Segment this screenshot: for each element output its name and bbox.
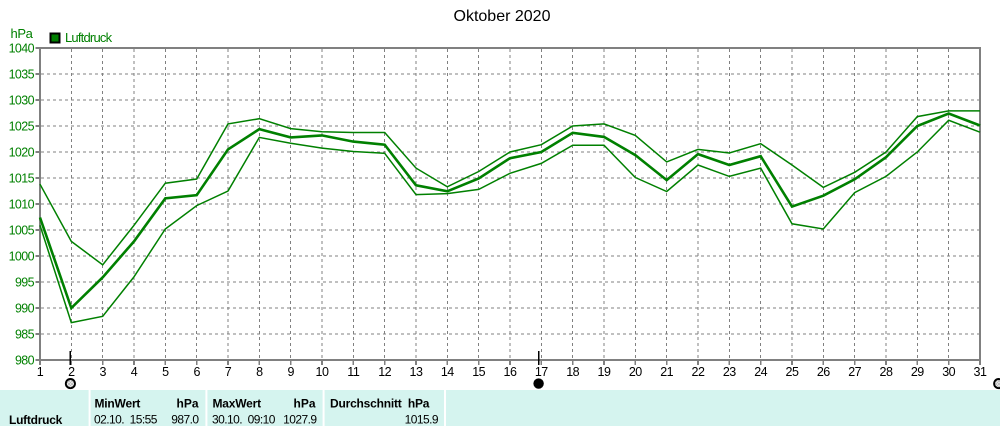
svg-text:22: 22	[692, 365, 705, 379]
svg-text:4: 4	[131, 365, 138, 379]
svg-text:1005: 1005	[9, 224, 35, 238]
svg-text:9: 9	[287, 365, 294, 379]
svg-text:18: 18	[566, 365, 579, 379]
svg-text:23: 23	[723, 365, 736, 379]
svg-text:24: 24	[754, 365, 767, 379]
svg-text:1015: 1015	[9, 172, 35, 186]
svg-text:8: 8	[256, 365, 263, 379]
svg-text:31: 31	[974, 365, 987, 379]
svg-text:20: 20	[629, 365, 642, 379]
svg-text:11: 11	[347, 365, 360, 379]
svg-text:7: 7	[225, 365, 232, 379]
svg-text:29: 29	[911, 365, 924, 379]
svg-text:27: 27	[848, 365, 861, 379]
svg-text:Luftdruck: Luftdruck	[9, 413, 63, 427]
svg-text:1030: 1030	[9, 94, 35, 108]
svg-text:1025: 1025	[9, 120, 35, 134]
svg-text:Oktober 2020: Oktober 2020	[454, 8, 551, 25]
svg-text:14: 14	[441, 365, 454, 379]
svg-text:21: 21	[660, 365, 673, 379]
svg-text:30.10. 09:10: 30.10. 09:10	[212, 413, 276, 427]
svg-text:15: 15	[472, 365, 485, 379]
svg-text:hPa: hPa	[11, 26, 34, 41]
svg-text:1000: 1000	[9, 250, 35, 264]
svg-text:1010: 1010	[9, 198, 35, 212]
svg-text:26: 26	[817, 365, 830, 379]
svg-text:987.0: 987.0	[171, 413, 199, 427]
svg-text:1027.9: 1027.9	[283, 413, 317, 427]
svg-text:6: 6	[193, 365, 200, 379]
svg-text:MinWert: MinWert	[95, 397, 141, 411]
svg-text:980: 980	[15, 354, 35, 368]
svg-text:Durchschnitt hPa: Durchschnitt hPa	[330, 397, 430, 411]
svg-text:13: 13	[410, 365, 423, 379]
svg-text:10: 10	[316, 365, 329, 379]
svg-text:1: 1	[37, 365, 44, 379]
svg-text:1015.9: 1015.9	[405, 413, 439, 427]
svg-text:30: 30	[942, 365, 955, 379]
svg-text:28: 28	[880, 365, 893, 379]
svg-text:12: 12	[378, 365, 391, 379]
svg-text:Luftdruck: Luftdruck	[65, 30, 113, 45]
svg-text:5: 5	[162, 365, 169, 379]
svg-text:16: 16	[504, 365, 517, 379]
svg-text:hPa: hPa	[293, 397, 315, 411]
svg-text:hPa: hPa	[176, 397, 198, 411]
svg-text:995: 995	[15, 276, 35, 290]
svg-text:1040: 1040	[9, 42, 35, 56]
svg-text:3: 3	[99, 365, 106, 379]
svg-text:990: 990	[15, 302, 35, 316]
svg-text:25: 25	[786, 365, 799, 379]
svg-text:2: 2	[68, 365, 75, 379]
svg-text:02.10. 15:55: 02.10. 15:55	[94, 413, 158, 427]
svg-text:1020: 1020	[9, 146, 35, 160]
svg-text:1035: 1035	[9, 68, 35, 82]
svg-text:17: 17	[535, 365, 548, 379]
svg-text:985: 985	[15, 328, 35, 342]
svg-text:MaxWert: MaxWert	[213, 397, 262, 411]
svg-text:19: 19	[598, 365, 611, 379]
